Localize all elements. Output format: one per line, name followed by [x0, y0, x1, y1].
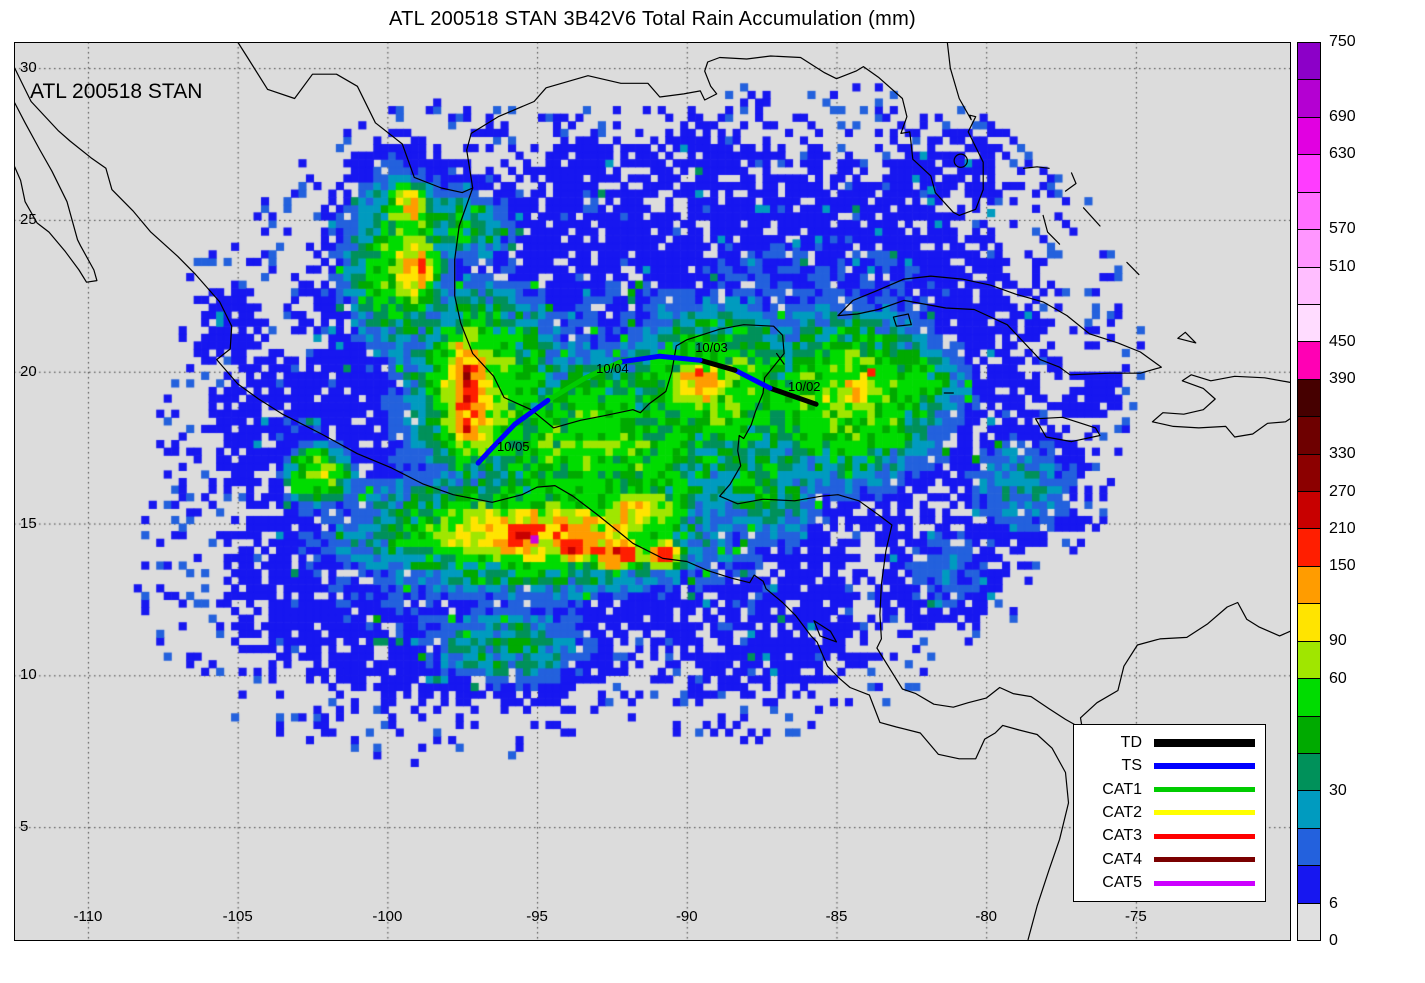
lon-tick-label: -80 [975, 908, 998, 925]
colorbar-segment [1298, 453, 1320, 492]
colorbar-tick-label: 60 [1329, 669, 1347, 687]
legend-row-cat1: CAT1 [1080, 778, 1255, 801]
colorbar-tick-label: 750 [1329, 33, 1356, 50]
colorbar-segment [1298, 154, 1320, 192]
colorbar-segment [1298, 229, 1320, 267]
lat-tick-label: 20 [20, 362, 37, 380]
colorbar-segment [1298, 341, 1320, 379]
legend-label: CAT4 [1102, 850, 1142, 868]
colorbar-segment [1298, 416, 1320, 454]
colorbar-segment [1298, 303, 1320, 342]
colorbar-tick-label: 690 [1329, 107, 1356, 125]
legend-row-ts: TS [1080, 755, 1255, 778]
legend-line-swatch [1154, 857, 1255, 863]
colorbar-tick-label: 630 [1329, 145, 1356, 163]
legend-line-swatch [1154, 763, 1255, 770]
colorbar-segment [1298, 378, 1320, 417]
colorbar-segment [1298, 640, 1320, 679]
colorbar-tick-label: 270 [1329, 482, 1356, 500]
colorbar-tick-label: 510 [1329, 257, 1356, 275]
lat-tick-label: 15 [20, 514, 37, 532]
colorbar-segment [1298, 116, 1320, 155]
colorbar-tick-label: 330 [1329, 445, 1356, 463]
legend-line-swatch [1154, 787, 1255, 793]
lon-tick-label: -75 [1125, 908, 1147, 925]
legend-line-swatch [1154, 738, 1255, 747]
colorbar-segment [1298, 528, 1320, 566]
lon-tick-label: -90 [675, 908, 698, 925]
colorbar-segment [1298, 790, 1320, 828]
colorbar-segment [1298, 491, 1320, 529]
colorbar-segment [1298, 902, 1320, 941]
legend-label: CAT1 [1102, 780, 1142, 798]
legend-line-swatch [1154, 880, 1255, 886]
legend-line-swatch [1154, 833, 1255, 839]
colorbar-segment [1298, 603, 1320, 641]
lon-tick-label: -105 [222, 908, 253, 925]
storm-category-legend: TD TS CAT1 CAT2 CAT3 CAT4 CAT5 [1073, 724, 1266, 902]
colorbar-tick-label: 210 [1329, 519, 1356, 537]
legend-label: CAT5 [1102, 874, 1142, 892]
lat-tick-label: 25 [20, 210, 37, 228]
colorbar-tick-label: 570 [1329, 220, 1356, 238]
lat-tick-label: 10 [20, 666, 37, 684]
storm-id-label: ATL 200518 STAN [30, 80, 203, 103]
colorbar-segment [1298, 43, 1320, 80]
lat-tick-label: 5 [20, 818, 29, 836]
colorbar-tick-label: 0 [1329, 932, 1338, 949]
lon-tick-label: -110 [73, 908, 103, 925]
colorbar-segment [1298, 191, 1320, 230]
colorbar-tick-label: 450 [1329, 332, 1356, 350]
legend-label: TD [1120, 733, 1142, 751]
lat-tick-label: 30 [20, 59, 37, 77]
rainfall-colorbar [1297, 42, 1321, 941]
colorbar-segment [1298, 827, 1320, 866]
colorbar-segment [1298, 79, 1320, 117]
colorbar-tick-label: 390 [1329, 370, 1356, 388]
legend-line-swatch [1154, 810, 1255, 816]
colorbar-segment [1298, 715, 1320, 754]
legend-row-cat3: CAT3 [1080, 825, 1255, 848]
map-plot-area: 10/02 10/03 10/04 10/05 ATL 200518 STAN TD T… [14, 42, 1291, 941]
lon-tick-label: -100 [372, 908, 403, 925]
colorbar-tick-label: 30 [1329, 782, 1347, 800]
colorbar-tick-label: 150 [1329, 557, 1356, 575]
colorbar-segment [1298, 865, 1320, 903]
figure-title: ATL 200518 STAN 3B42V6 Total Rain Accumu… [388, 8, 917, 30]
lon-tick-label: -85 [825, 908, 848, 925]
lon-tick-label: -95 [526, 908, 548, 925]
legend-row-cat4: CAT4 [1080, 848, 1255, 871]
legend-label: TS [1121, 757, 1142, 775]
colorbar-segment [1298, 565, 1320, 604]
colorbar-segment [1298, 678, 1320, 716]
colorbar-tick-label: 6 [1329, 894, 1338, 912]
legend-label: CAT2 [1102, 803, 1142, 821]
colorbar-tick-label: 90 [1329, 632, 1347, 650]
legend-row-cat2: CAT2 [1080, 801, 1255, 824]
legend-label: CAT3 [1102, 827, 1142, 845]
legend-row-cat5: CAT5 [1080, 872, 1255, 895]
colorbar-segment [1298, 266, 1320, 304]
colorbar-segment [1298, 753, 1320, 791]
legend-row-td: TD [1080, 731, 1255, 754]
